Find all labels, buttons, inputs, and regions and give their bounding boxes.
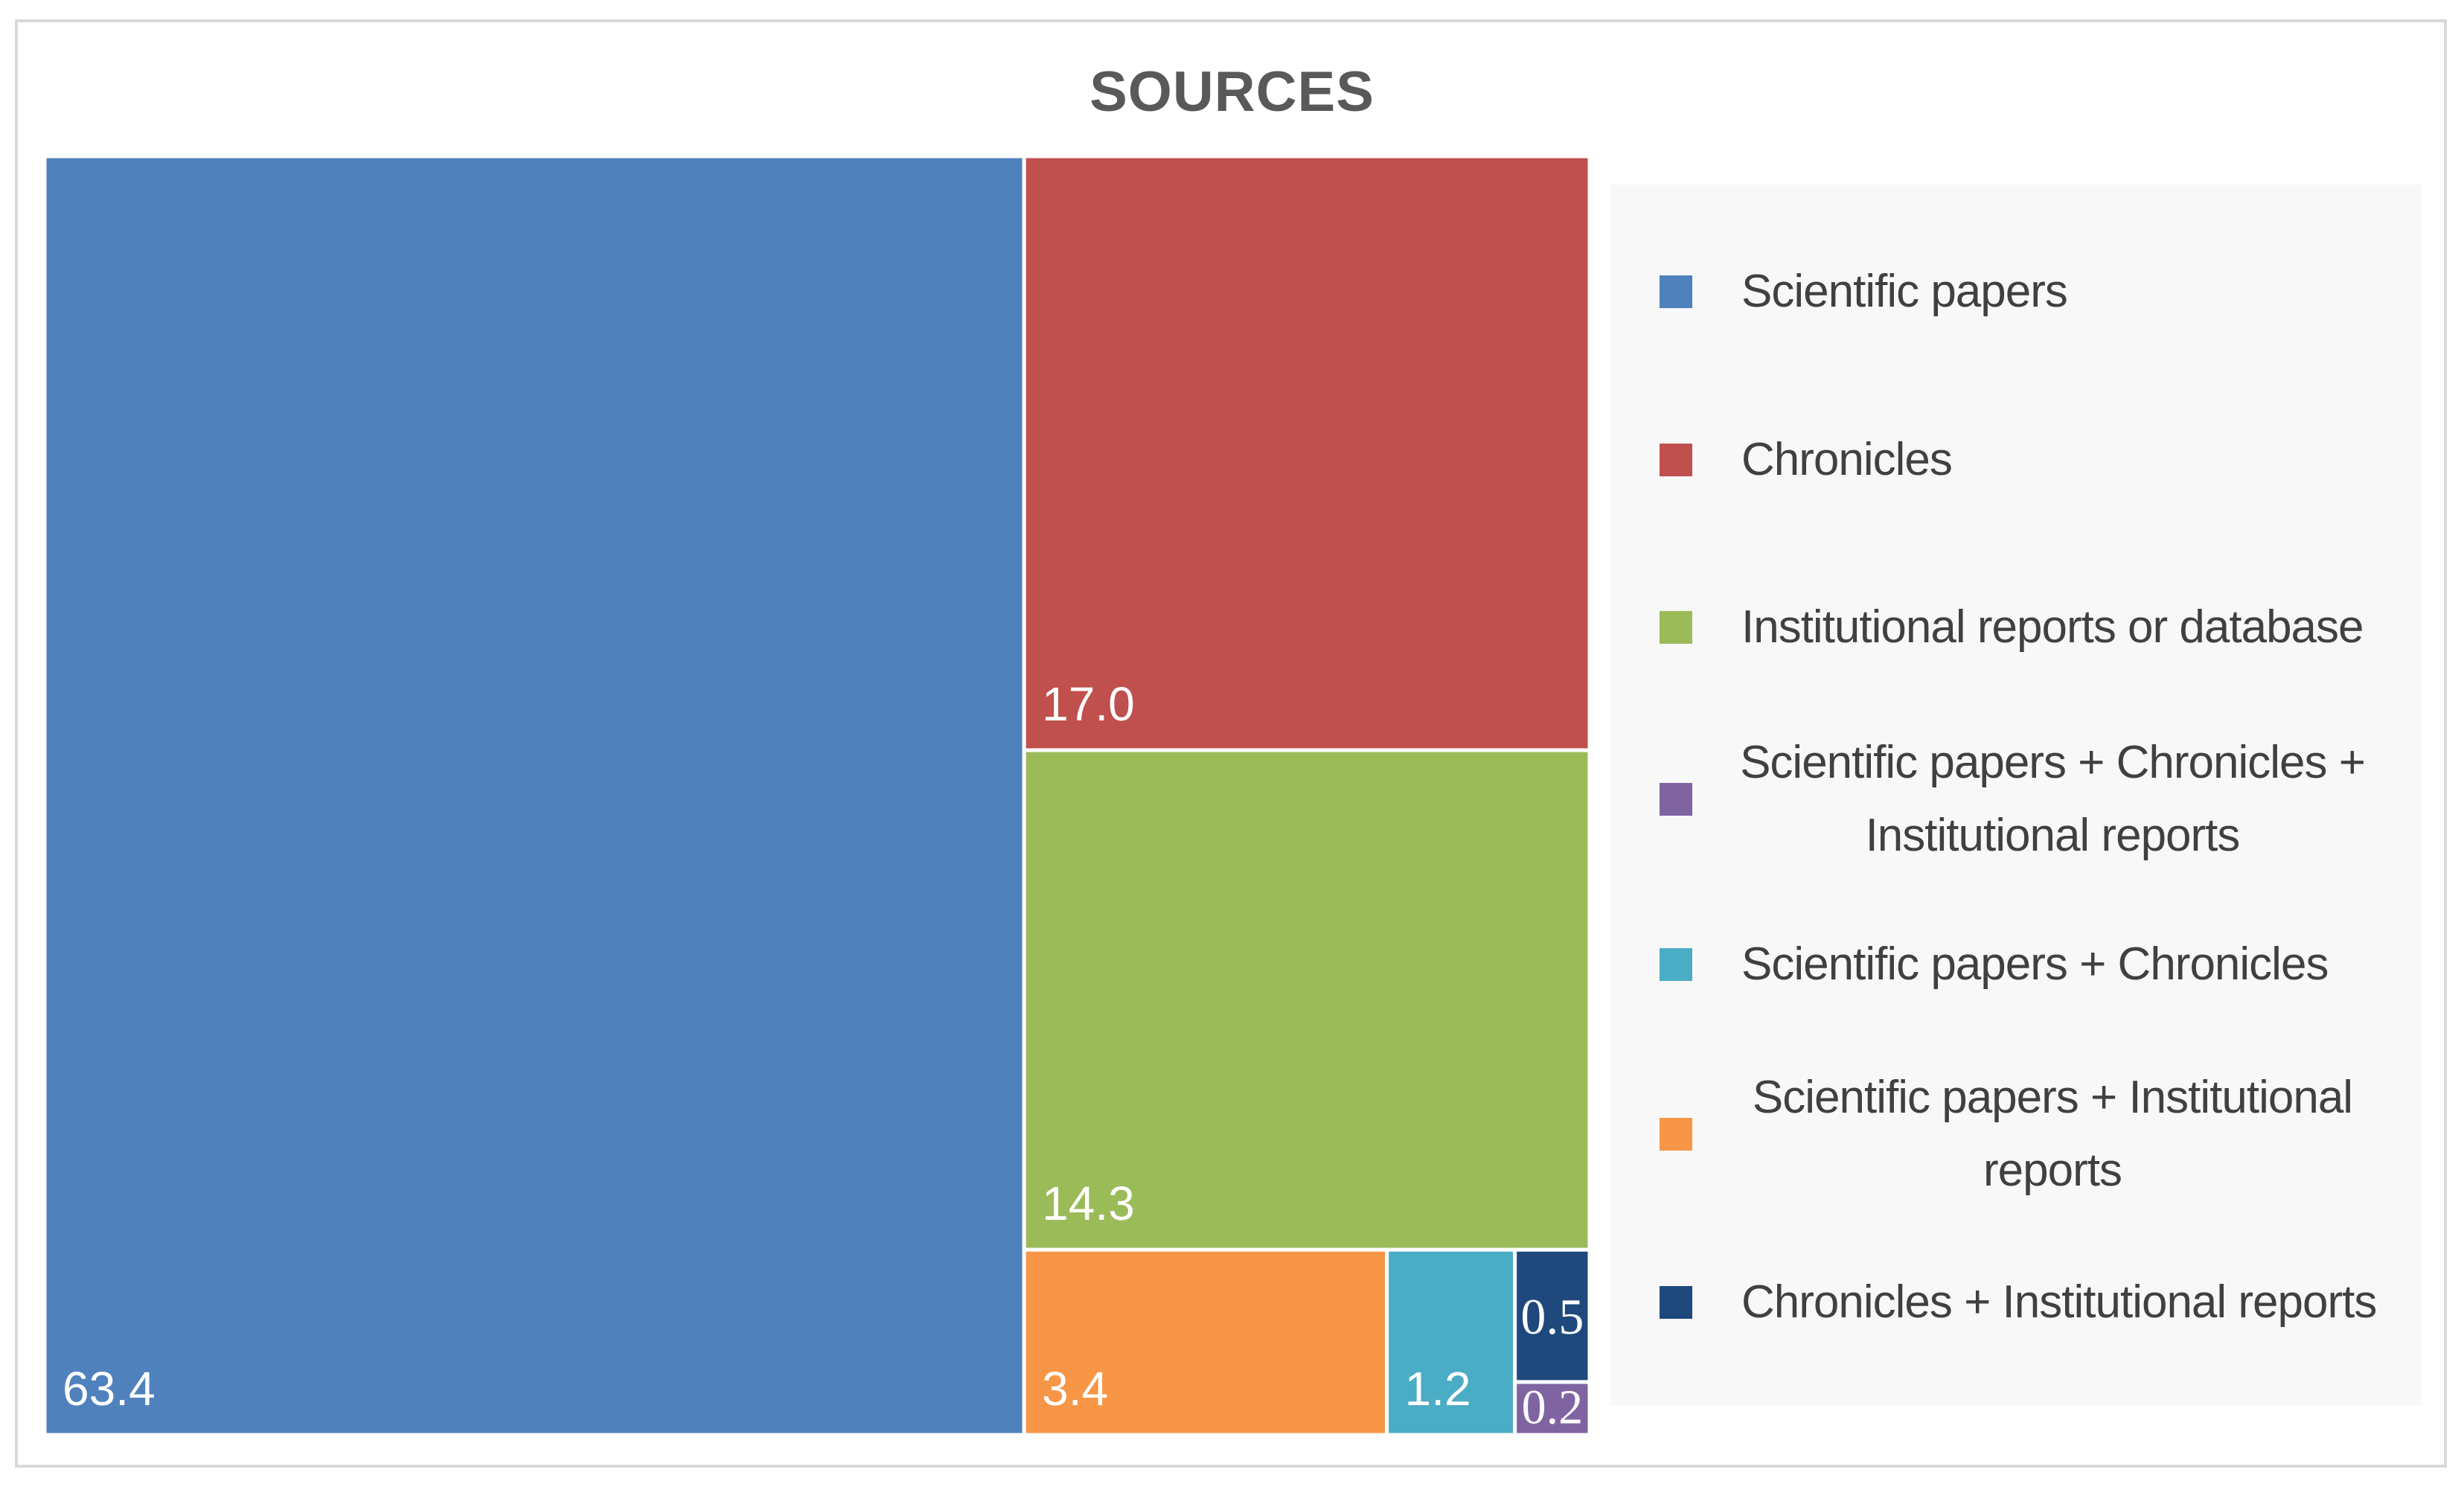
data-label: 63.4 bbox=[63, 1362, 156, 1416]
treemap-rect bbox=[1022, 1247, 1389, 1437]
legend-item: Chronicles + Institutional reports bbox=[1610, 1266, 2422, 1339]
treemap-tile-institutional-reports-or-database: 14.3 bbox=[1022, 748, 1592, 1252]
treemap-rect bbox=[1022, 748, 1592, 1252]
legend-item: Institutional reports or database bbox=[1610, 591, 2422, 664]
legend-swatch bbox=[1660, 611, 1692, 644]
data-label: 0.2 bbox=[1522, 1380, 1584, 1434]
legend: Scientific papers Chronicles Institutional… bbox=[1610, 185, 2422, 1405]
legend-swatch bbox=[1660, 275, 1692, 308]
legend-item: Scientific papers bbox=[1610, 255, 2422, 328]
legend-label: Scientific papers bbox=[1741, 266, 2068, 317]
data-label: 17.0 bbox=[1042, 677, 1135, 731]
legend-label: Chronicles bbox=[1741, 434, 1953, 485]
treemap-tile-chronicles: 17.0 bbox=[1022, 154, 1592, 752]
treemap-rect bbox=[1385, 1247, 1517, 1437]
legend-item: Chronicles bbox=[1610, 423, 2422, 496]
data-label: 0.5 bbox=[1520, 1288, 1584, 1345]
treemap-tile-scientific-papers-plus-chronicles-plus-institutional-reports: 0.2 bbox=[1513, 1380, 1592, 1437]
data-label: 3.4 bbox=[1042, 1362, 1108, 1416]
treemap-rect bbox=[1022, 154, 1592, 752]
treemap-tile-scientific-papers: 63.4 bbox=[42, 154, 1026, 1437]
chart-title: SOURCES bbox=[1089, 60, 1375, 124]
legend-item: Scientific papers + Chronicles + Institu… bbox=[1610, 726, 2422, 872]
legend-item: Scientific papers + Institutional report… bbox=[1610, 1061, 2422, 1207]
data-label: 1.2 bbox=[1405, 1362, 1471, 1416]
legend-label: Scientific papers + Institutional report… bbox=[1752, 1072, 2353, 1196]
treemap-tile-chronicles-plus-institutional-reports: 0.5 bbox=[1513, 1247, 1592, 1384]
legend-swatch bbox=[1660, 783, 1692, 816]
legend-swatch bbox=[1660, 444, 1692, 476]
data-label: 14.3 bbox=[1042, 1177, 1135, 1230]
legend-swatch bbox=[1660, 948, 1692, 981]
treemap-rect bbox=[1513, 1247, 1592, 1384]
legend-item: Scientific papers + Chronicles bbox=[1610, 928, 2422, 1001]
legend-label: Scientific papers + Chronicles + Institu… bbox=[1740, 737, 2366, 861]
legend-swatch bbox=[1660, 1118, 1692, 1151]
legend-label: Institutional reports or database bbox=[1741, 601, 2364, 653]
treemap-tile-scientific-papers-plus-institutional-reports: 3.4 bbox=[1022, 1247, 1389, 1437]
legend-label: Chronicles + Institutional reports bbox=[1741, 1276, 2377, 1328]
legend-label: Scientific papers + Chronicles bbox=[1741, 938, 2329, 990]
treemap-rect bbox=[42, 154, 1026, 1437]
legend-swatch bbox=[1660, 1286, 1692, 1319]
treemap-rect bbox=[1513, 1380, 1592, 1437]
treemap-tile-scientific-papers-plus-chronicles: 1.2 bbox=[1385, 1247, 1517, 1437]
